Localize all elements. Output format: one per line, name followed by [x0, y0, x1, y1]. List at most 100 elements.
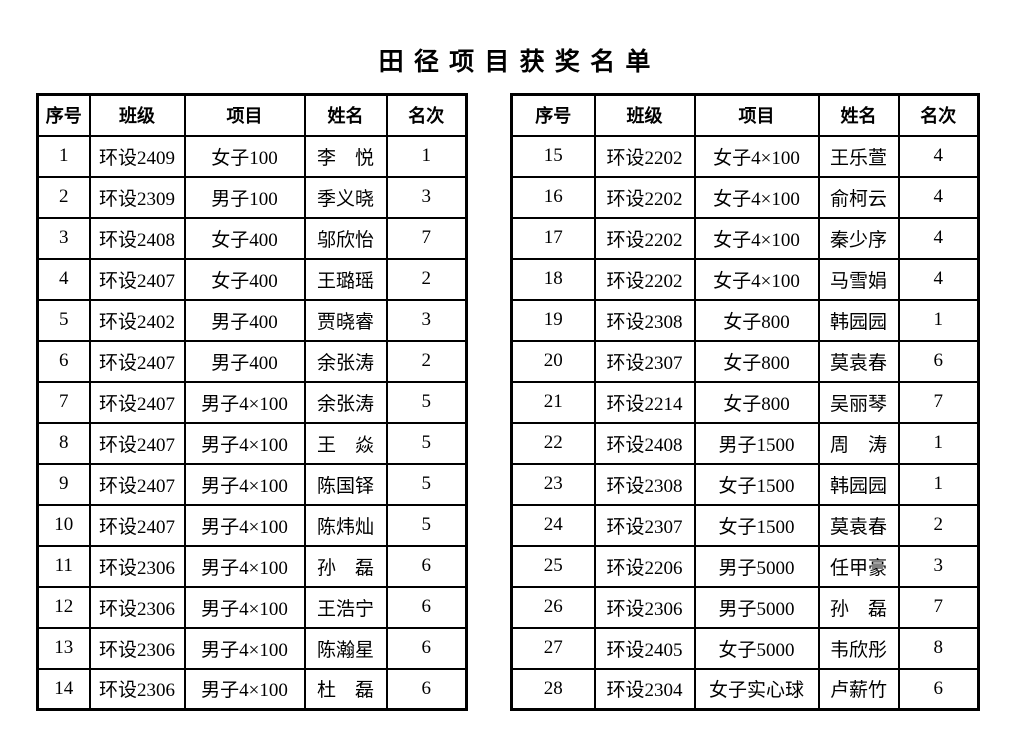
table-row: 28 环设2304 女子实心球 卢薪竹 6 — [510, 667, 980, 711]
table-row: 2 环设2309 男子100 季义晓 3 — [36, 175, 468, 219]
serial-cell: 23 — [510, 462, 596, 506]
serial-cell: 21 — [510, 380, 596, 424]
header-class: 班级 — [88, 93, 186, 137]
name-cell: 邬欣怡 — [303, 216, 388, 260]
serial-cell: 25 — [510, 544, 596, 588]
class-cell: 环设2306 — [88, 585, 186, 629]
rank-cell: 3 — [897, 544, 980, 588]
class-cell: 环设2407 — [88, 257, 186, 301]
class-cell: 环设2407 — [88, 339, 186, 383]
serial-cell: 28 — [510, 667, 596, 711]
class-cell: 环设2202 — [593, 134, 696, 178]
serial-cell: 17 — [510, 216, 596, 260]
name-cell: 王璐瑶 — [303, 257, 388, 301]
name-cell: 莫袁春 — [817, 339, 900, 383]
rank-cell: 4 — [897, 134, 980, 178]
table-row: 27 环设2405 女子5000 韦欣彤 8 — [510, 626, 980, 670]
event-cell: 女子400 — [183, 257, 306, 301]
class-cell: 环设2306 — [88, 667, 186, 711]
class-cell: 环设2407 — [88, 503, 186, 547]
name-cell: 马雪娟 — [817, 257, 900, 301]
rank-cell: 5 — [385, 421, 468, 465]
event-cell: 男子4×100 — [183, 585, 306, 629]
header-name: 姓名 — [303, 93, 388, 137]
page-title: 田 径 项 目 获 奖 名 单 — [378, 49, 653, 76]
name-cell: 余张涛 — [303, 339, 388, 383]
serial-cell: 1 — [36, 134, 91, 178]
class-cell: 环设2407 — [88, 462, 186, 506]
rank-cell: 7 — [897, 380, 980, 424]
serial-cell: 7 — [36, 380, 91, 424]
event-cell: 男子4×100 — [183, 421, 306, 465]
name-cell: 俞柯云 — [817, 175, 900, 219]
header-rank: 名次 — [385, 93, 468, 137]
class-cell: 环设2202 — [593, 175, 696, 219]
class-cell: 环设2402 — [88, 298, 186, 342]
class-cell: 环设2202 — [593, 216, 696, 260]
name-cell: 季义晓 — [303, 175, 388, 219]
rank-cell: 4 — [897, 257, 980, 301]
awards-table-right: 序号 班级 项目 姓名 名次 15 环设2202 女子4×100 王乐萱 4 16 环设22… — [510, 93, 980, 711]
serial-cell: 22 — [510, 421, 596, 465]
serial-cell: 8 — [36, 421, 91, 465]
class-cell: 环设2408 — [593, 421, 696, 465]
table-row: 9 环设2407 男子4×100 陈国铎 5 — [36, 462, 468, 506]
table-row: 13 环设2306 男子4×100 陈瀚星 6 — [36, 626, 468, 670]
table-row: 19 环设2308 女子800 韩园园 1 — [510, 298, 980, 342]
serial-cell: 3 — [36, 216, 91, 260]
event-cell: 女子4×100 — [693, 216, 820, 260]
serial-cell: 6 — [36, 339, 91, 383]
serial-cell: 11 — [36, 544, 91, 588]
event-cell: 男子5000 — [693, 544, 820, 588]
rank-cell: 2 — [385, 339, 468, 383]
table-row: 12 环设2306 男子4×100 王浩宁 6 — [36, 585, 468, 629]
table-row: 24 环设2307 女子1500 莫袁春 2 — [510, 503, 980, 547]
rank-cell: 1 — [385, 134, 468, 178]
event-cell: 男子4×100 — [183, 503, 306, 547]
event-cell: 男子1500 — [693, 421, 820, 465]
name-cell: 贾晓睿 — [303, 298, 388, 342]
name-cell: 卢薪竹 — [817, 667, 900, 711]
name-cell: 韩园园 — [817, 298, 900, 342]
rank-cell: 6 — [385, 585, 468, 629]
event-cell: 女子1500 — [693, 503, 820, 547]
event-cell: 男子400 — [183, 298, 306, 342]
event-cell: 女子100 — [183, 134, 306, 178]
header-row: 序号 班级 项目 姓名 名次 — [510, 93, 980, 137]
class-cell: 环设2202 — [593, 257, 696, 301]
rank-cell: 6 — [385, 544, 468, 588]
serial-cell: 12 — [36, 585, 91, 629]
rank-cell: 7 — [385, 216, 468, 260]
event-cell: 男子4×100 — [183, 380, 306, 424]
event-cell: 女子800 — [693, 339, 820, 383]
header-row: 序号 班级 项目 姓名 名次 — [36, 93, 468, 137]
rank-cell: 5 — [385, 462, 468, 506]
serial-cell: 20 — [510, 339, 596, 383]
rank-cell: 1 — [897, 298, 980, 342]
class-cell: 环设2308 — [593, 462, 696, 506]
event-cell: 女子400 — [183, 216, 306, 260]
header-name: 姓名 — [817, 93, 900, 137]
event-cell: 女子5000 — [693, 626, 820, 670]
event-cell: 男子400 — [183, 339, 306, 383]
serial-cell: 10 — [36, 503, 91, 547]
serial-cell: 2 — [36, 175, 91, 219]
serial-cell: 5 — [36, 298, 91, 342]
table-row: 18 环设2202 女子4×100 马雪娟 4 — [510, 257, 980, 301]
rank-cell: 1 — [897, 421, 980, 465]
rank-cell: 3 — [385, 298, 468, 342]
name-cell: 周 涛 — [817, 421, 900, 465]
serial-cell: 14 — [36, 667, 91, 711]
name-cell: 李 悦 — [303, 134, 388, 178]
class-cell: 环设2408 — [88, 216, 186, 260]
class-cell: 环设2407 — [88, 380, 186, 424]
serial-cell: 18 — [510, 257, 596, 301]
event-cell: 女子实心球 — [693, 667, 820, 711]
event-cell: 男子4×100 — [183, 626, 306, 670]
table-row: 16 环设2202 女子4×100 俞柯云 4 — [510, 175, 980, 219]
event-cell: 男子4×100 — [183, 462, 306, 506]
rank-cell: 7 — [897, 585, 980, 629]
